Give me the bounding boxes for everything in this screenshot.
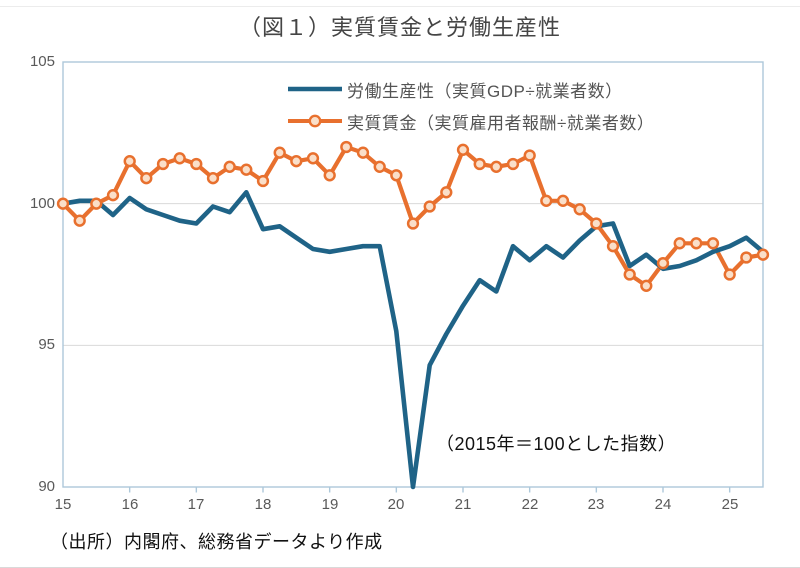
productivity-line-swatch <box>288 86 342 92</box>
wages-marker <box>623 268 636 281</box>
y-axis-label: 95 <box>38 336 55 353</box>
wages-marker <box>706 237 720 250</box>
y-axis-label: 100 <box>29 195 55 212</box>
wages-marker <box>756 248 770 261</box>
x-axis-label: 22 <box>521 496 539 513</box>
wages-marker <box>56 197 70 210</box>
legend-item-productivity: 労働生産性（実質GDP÷就業者数） <box>287 77 623 101</box>
wages-marker <box>190 157 203 171</box>
wages-marker <box>406 217 420 230</box>
wages-marker <box>456 143 470 156</box>
wages-marker <box>73 214 86 227</box>
wages-marker <box>523 149 536 162</box>
x-axis-label: 24 <box>654 496 672 513</box>
x-axis-label: 16 <box>121 496 139 513</box>
wages-marker <box>656 257 670 270</box>
wages-marker <box>540 194 553 207</box>
wages-marker <box>440 186 453 199</box>
y-axis-label: 90 <box>38 478 55 495</box>
wages-line-swatch <box>288 114 342 128</box>
window-top-border <box>0 6 800 7</box>
x-axis-label: 23 <box>587 496 605 513</box>
wages-marker <box>690 237 703 250</box>
wages-marker <box>573 203 586 216</box>
wages-marker <box>473 157 486 171</box>
wages-marker <box>556 194 570 207</box>
x-axis-label: 21 <box>454 496 472 513</box>
productivity-line <box>60 190 766 490</box>
wages-marker <box>123 155 136 168</box>
wages-marker <box>356 146 370 159</box>
x-axis-label: 15 <box>54 496 72 513</box>
wages-marker <box>223 160 236 173</box>
y-axis-label: 105 <box>29 53 55 70</box>
x-axis-label: 17 <box>187 496 205 513</box>
legend-label-productivity: 労働生産性（実質GDP÷就業者数） <box>347 81 623 101</box>
wages-marker <box>156 157 170 171</box>
wages-marker <box>490 160 503 173</box>
legend-label-wages: 実質賃金（実質雇用者報酬÷就業者数） <box>347 113 655 133</box>
x-axis-label: 18 <box>254 496 272 513</box>
wages-marker <box>740 251 753 264</box>
wages-marker <box>306 152 320 165</box>
x-axis-label: 25 <box>721 496 739 513</box>
wages-marker <box>106 189 120 202</box>
wages-marker <box>206 172 220 185</box>
wages-marker <box>290 155 303 168</box>
index-base-annotation: （2015年＝100とした指数） <box>436 434 677 454</box>
wages-marker <box>140 172 153 185</box>
wages-marker <box>673 237 686 250</box>
wages-marker <box>606 240 620 253</box>
chart-title: （図１）実質賃金と労働生産性 <box>238 15 561 40</box>
wages-marker <box>423 200 436 213</box>
wages-marker <box>323 169 336 182</box>
legend-item-wages: 実質賃金（実質雇用者報酬÷就業者数） <box>287 109 654 133</box>
x-axis-label: 19 <box>321 496 339 513</box>
source-note: （出所）内閣府、総務省データより作成 <box>50 532 383 552</box>
wages-marker <box>256 174 270 188</box>
wages-marker <box>240 163 253 176</box>
wages-marker <box>373 160 386 173</box>
wages-marker <box>390 169 403 182</box>
wages-marker <box>723 268 736 281</box>
wages-marker <box>590 217 603 230</box>
wages-marker <box>273 146 286 159</box>
wages-marker <box>506 157 520 171</box>
wages-marker <box>173 152 186 165</box>
wages-marker <box>340 140 353 154</box>
x-axis-label: 20 <box>387 496 405 513</box>
wages-marker <box>640 279 653 292</box>
wages-marker <box>90 197 103 210</box>
